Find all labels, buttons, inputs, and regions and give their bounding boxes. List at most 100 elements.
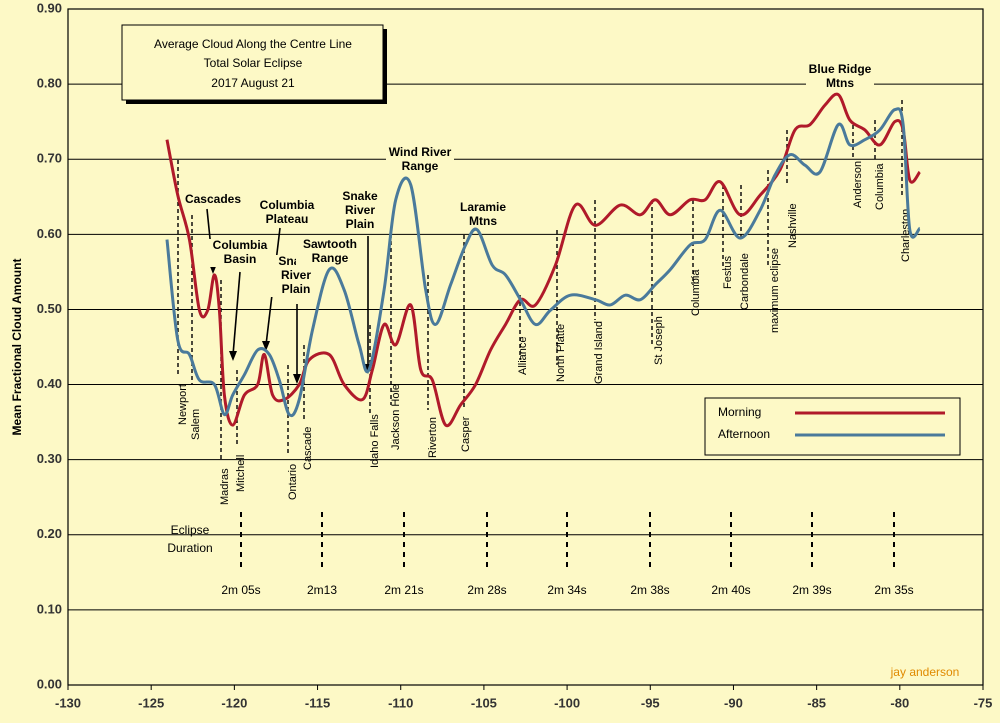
y-tick-label: 0.40 xyxy=(37,376,62,391)
location-label: Salem xyxy=(190,409,202,440)
region-label: Plain xyxy=(346,217,375,231)
location-label: maximum eclipse xyxy=(769,248,781,333)
eclipse-label: Eclipse xyxy=(171,523,210,537)
duration-label: 2m 28s xyxy=(467,583,506,597)
y-tick-label: 0.10 xyxy=(37,601,62,616)
location-label: Ontario xyxy=(287,464,299,500)
location-label: Anderson xyxy=(852,161,864,208)
location-label: Grand Island xyxy=(593,321,605,384)
region-bg xyxy=(206,253,274,267)
arrow-head xyxy=(262,341,270,351)
duration-label: 2m 34s xyxy=(547,583,586,597)
x-tick-label: -95 xyxy=(641,695,660,710)
y-tick-label: 0.20 xyxy=(37,526,62,541)
chart-subtitle: Total Solar Eclipse xyxy=(204,56,303,70)
location-label: St Joseph xyxy=(653,316,665,365)
location-label: Idaho Falls xyxy=(369,414,381,468)
region-label: Range xyxy=(312,251,349,265)
arrow-head xyxy=(293,374,301,384)
location-label: Carbondale xyxy=(739,253,751,310)
region-bg xyxy=(806,77,874,91)
annotations: Average Cloud Along the Centre Line Tota… xyxy=(10,24,960,679)
series-line xyxy=(165,92,921,428)
region-bg xyxy=(296,252,364,266)
x-tick-label: -100 xyxy=(554,695,580,710)
region-label: River xyxy=(345,203,375,217)
x-tick-label: -130 xyxy=(55,695,81,710)
duration-label: 2m 38s xyxy=(630,583,669,597)
y-tick-label: 0.70 xyxy=(37,151,62,166)
location-label: North Platte xyxy=(555,324,567,382)
x-tick-label: -90 xyxy=(724,695,743,710)
x-tick-label: -80 xyxy=(890,695,909,710)
region-bg xyxy=(386,160,454,174)
location-label: Casper xyxy=(460,416,472,452)
x-tick-label: -75 xyxy=(974,695,993,710)
duration-label: 2m 39s xyxy=(792,583,831,597)
x-tick-label: -110 xyxy=(388,695,413,710)
legend-box xyxy=(704,397,961,456)
region-bg xyxy=(206,239,274,253)
region-bg xyxy=(326,218,394,232)
region-bg xyxy=(262,283,330,297)
x-tick-label: -125 xyxy=(138,695,164,710)
location-label: Columbia xyxy=(874,163,886,210)
region-label: Blue Ridge xyxy=(809,62,872,76)
y-tick-label: 0.90 xyxy=(37,0,62,15)
region-label: Range xyxy=(402,159,439,173)
region-bg xyxy=(326,204,394,218)
eclipse-label: Duration xyxy=(167,541,212,555)
duration-label: 2m 05s xyxy=(221,583,260,597)
region-label: Plateau xyxy=(266,212,309,226)
region-label: River xyxy=(281,268,311,282)
duration-label: 2m 40s xyxy=(711,583,750,597)
region-label: Mtns xyxy=(826,76,854,90)
chart-subtitle: 2017 August 21 xyxy=(211,76,295,90)
location-label: Alliance xyxy=(517,336,529,375)
region-bg xyxy=(326,190,394,204)
location-label: Nashville xyxy=(787,203,799,248)
region-label: Basin xyxy=(224,252,257,266)
region-bg xyxy=(296,238,364,252)
chart-title: Average Cloud Along the Centre Line xyxy=(154,37,352,51)
y-tick-label: 0.00 xyxy=(37,676,62,691)
region-label: Laramie xyxy=(460,200,506,214)
y-tick-label: 0.30 xyxy=(37,451,62,466)
region-label: Snake xyxy=(342,189,378,203)
location-label: Newport xyxy=(177,384,189,425)
duration-label: 2m 21s xyxy=(384,583,423,597)
legend-label: Afternoon xyxy=(718,427,770,441)
y-tick-label: 0.80 xyxy=(37,76,62,91)
location-label: Mitchell xyxy=(235,455,247,492)
region-bg xyxy=(179,193,247,207)
location-label: Madras xyxy=(219,468,231,505)
region-label: Cascades xyxy=(185,192,241,206)
region-label: Sawtooth xyxy=(303,237,357,251)
location-label: Riverton xyxy=(427,417,439,458)
legend-label: Morning xyxy=(718,405,761,419)
region-label: Mtns xyxy=(469,214,497,228)
y-tick-label: 0.60 xyxy=(37,226,62,241)
title-box xyxy=(121,24,384,101)
region-bg xyxy=(253,199,321,213)
arrow-head xyxy=(229,351,237,361)
region-bg xyxy=(253,213,321,227)
y-axis-label: Mean Fractional Cloud Amount xyxy=(10,259,24,436)
location-label: Jackson Hole xyxy=(390,384,402,450)
region-label: Columbia xyxy=(213,238,268,252)
region-bg xyxy=(449,215,517,229)
x-tick-label: -120 xyxy=(221,695,247,710)
duration-label: 2m 35s xyxy=(874,583,913,597)
location-label: Cascade xyxy=(302,427,314,470)
region-bg xyxy=(386,146,454,160)
series-line xyxy=(165,107,922,418)
region-label: Plain xyxy=(282,282,311,296)
region-label: Wind River xyxy=(389,145,452,159)
region-bg xyxy=(806,63,874,77)
arrow xyxy=(232,271,241,356)
credit: jay anderson xyxy=(890,665,960,679)
region-bg xyxy=(449,201,517,215)
region-label: Columbia xyxy=(260,198,315,212)
